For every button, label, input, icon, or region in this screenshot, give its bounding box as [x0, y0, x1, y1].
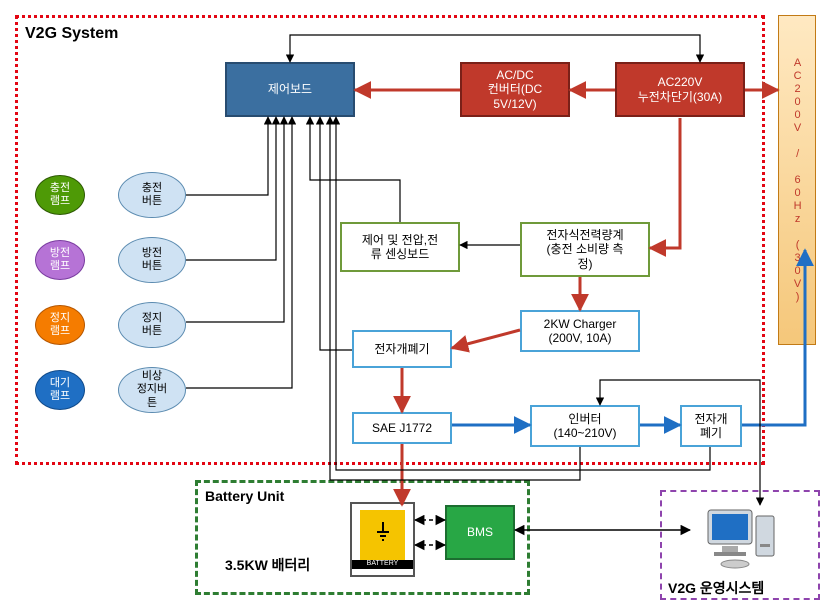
button-3[interactable]: 비상 정지버 튼	[118, 367, 186, 413]
node-control: 제어보드	[225, 62, 355, 117]
node-bms: BMS	[445, 505, 515, 560]
v2g-system-title: V2G System	[25, 25, 118, 43]
lamp-2: 정지 램프	[35, 305, 85, 345]
button-0[interactable]: 충전 버튼	[118, 172, 186, 218]
lamp-0: 충전 램프	[35, 175, 85, 215]
node-acdc: AC/DC 컨버터(DC 5V/12V)	[460, 62, 570, 117]
battery-icon: BATTERY	[350, 502, 415, 577]
node-switch2: 전자개 폐기	[680, 405, 742, 447]
ac-sidebar: AC200V / 60Hz (30V)	[778, 15, 816, 345]
battery-label: 3.5KW 배터리	[225, 555, 310, 575]
battery-caption: BATTERY	[352, 560, 413, 568]
button-1[interactable]: 방전 버튼	[118, 237, 186, 283]
node-switch1: 전자개폐기	[352, 330, 452, 368]
v2g-op-title: V2G 운영시스템	[668, 578, 764, 598]
node-charger: 2KW Charger (200V, 10A)	[520, 310, 640, 352]
node-sae: SAE J1772	[352, 412, 452, 444]
battery-unit-title: Battery Unit	[205, 488, 284, 504]
node-sensing: 제어 및 전압,전 류 센싱보드	[340, 222, 460, 272]
node-breaker: AC220V 누전차단기(30A)	[615, 62, 745, 117]
lamp-1: 방전 램프	[35, 240, 85, 280]
lamp-3: 대기 램프	[35, 370, 85, 410]
node-meter: 전자식전력량계 (충전 소비량 측 정)	[520, 222, 650, 277]
button-2[interactable]: 정지 버튼	[118, 302, 186, 348]
computer-icon	[700, 502, 780, 572]
node-inverter: 인버터 (140~210V)	[530, 405, 640, 447]
ac-sidebar-label: AC200V / 60Hz (30V)	[790, 57, 803, 304]
